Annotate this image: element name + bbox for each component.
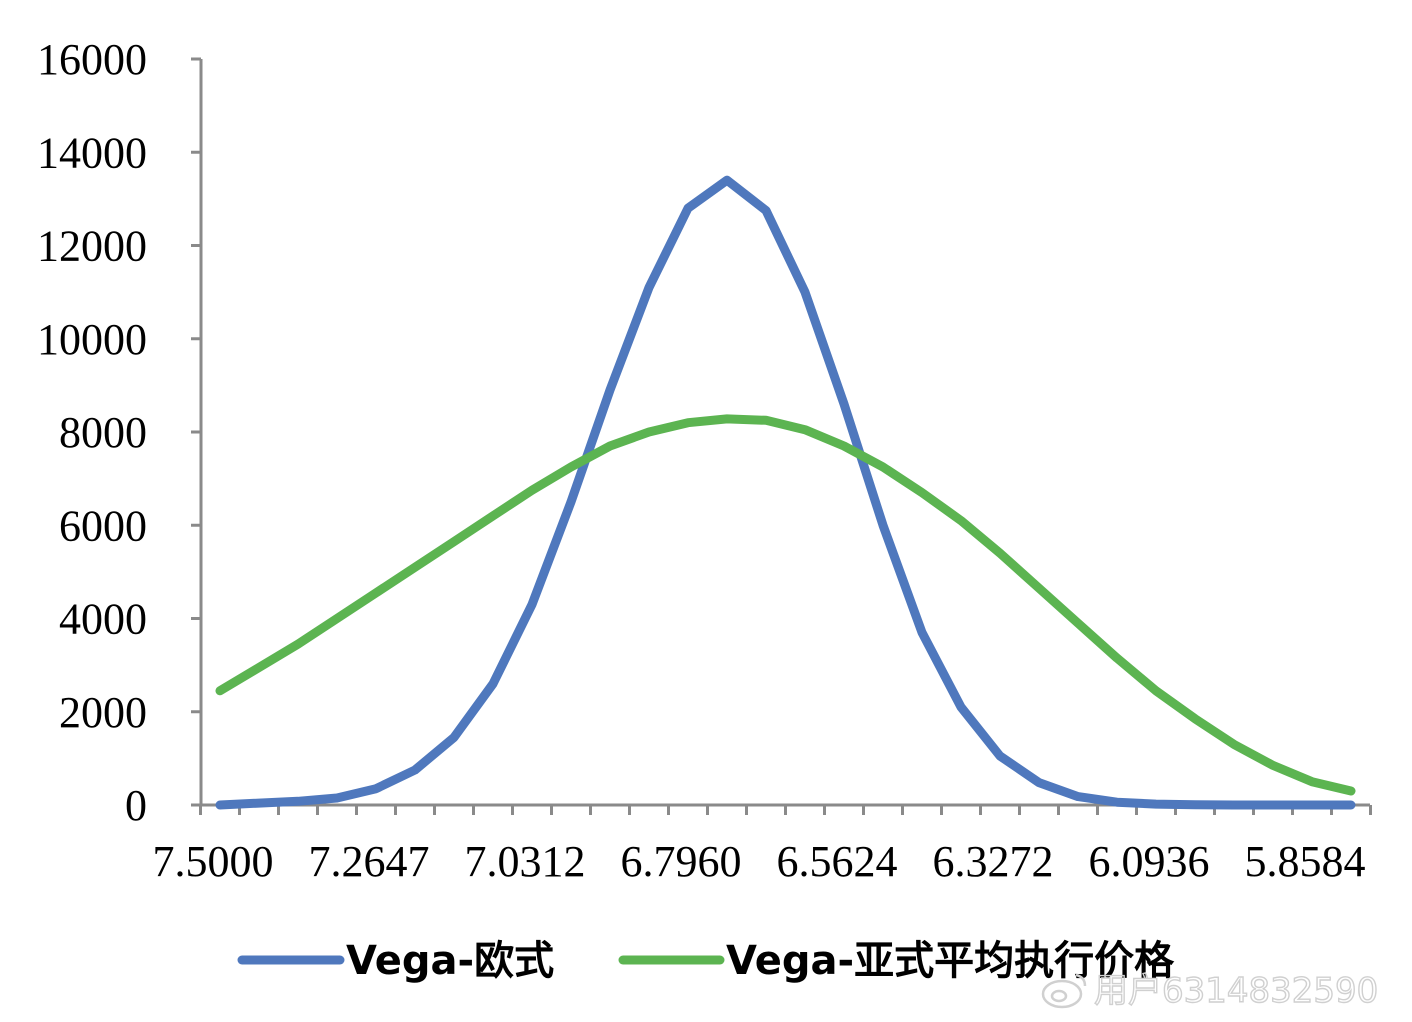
watermark: 用户6314832590 [1041,970,1379,1012]
x-axis-tick-label: 6.0936 [1089,837,1210,886]
legend-label-vega-european: Vega-欧式 [346,938,554,984]
x-axis-tick-label: 6.5624 [777,837,898,886]
x-axis-tick-label: 7.2647 [309,837,430,886]
y-axis-tick-label: 4000 [59,595,147,644]
legend-label-vega-asian: Vega-亚式平均执行价格 [726,938,1175,984]
x-axis-tick-label: 5.8584 [1245,837,1366,886]
x-axis-tick-labels: 7.5000 7.2647 7.0312 6.7960 6.5624 6.3272 6.09… [153,837,1366,886]
y-axis-tick-label: 2000 [59,688,147,737]
y-axis-tick-label: 14000 [37,128,147,177]
series-lines [215,175,1356,810]
series-line-vega-asian [215,414,1356,796]
legend: Vega-欧式 Vega-亚式平均执行价格 [237,938,1175,984]
y-axis-tick-label: 6000 [59,501,147,550]
x-axis-tick-label: 7.0312 [465,837,586,886]
y-axis-tick-labels: 0 2000 4000 6000 8000 10000 12000 14000 16000 [37,35,147,830]
y-axis-tick-label: 10000 [37,315,147,364]
weibo-logo-icon [1041,973,1087,1009]
y-axis-ticks [191,57,201,807]
y-axis-tick-label: 16000 [37,35,147,84]
series-line-vega-european [215,175,1356,810]
x-axis-tick-label: 6.3272 [933,837,1054,886]
x-axis-tick-label: 7.5000 [153,837,274,886]
x-axis-ticks [199,805,1372,815]
y-axis-tick-label: 12000 [37,222,147,271]
watermark-text: 用户6314832590 [1094,971,1378,1011]
x-axis-tick-label: 6.7960 [621,837,742,886]
y-axis-tick-label: 0 [125,781,147,830]
y-axis-tick-label: 8000 [59,408,147,457]
